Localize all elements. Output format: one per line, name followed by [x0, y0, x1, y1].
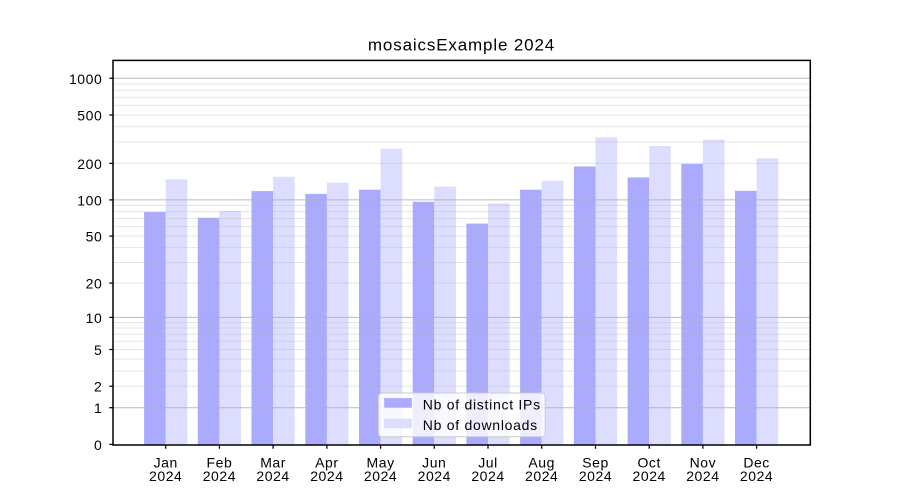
svg-text:mosaicsExample 2024: mosaicsExample 2024	[368, 36, 555, 55]
svg-text:2024: 2024	[633, 468, 666, 484]
svg-text:500: 500	[77, 108, 102, 124]
svg-text:2024: 2024	[471, 468, 504, 484]
svg-text:2024: 2024	[686, 468, 719, 484]
svg-text:2024: 2024	[256, 468, 289, 484]
svg-text:2024: 2024	[740, 468, 773, 484]
svg-text:0: 0	[94, 437, 102, 453]
svg-text:2: 2	[94, 379, 102, 395]
svg-text:2024: 2024	[579, 468, 612, 484]
svg-text:Jan: Jan	[154, 454, 178, 470]
svg-text:200: 200	[77, 156, 102, 172]
svg-text:Aug: Aug	[528, 454, 555, 470]
svg-text:Oct: Oct	[637, 454, 660, 470]
svg-text:10: 10	[86, 310, 103, 326]
svg-text:Jul: Jul	[478, 454, 498, 470]
svg-text:2024: 2024	[203, 468, 236, 484]
svg-text:Sep: Sep	[582, 454, 609, 470]
svg-text:1: 1	[94, 400, 102, 416]
svg-text:Dec: Dec	[743, 454, 770, 470]
svg-text:Mar: Mar	[260, 454, 286, 470]
svg-text:2024: 2024	[418, 468, 451, 484]
svg-text:May: May	[367, 454, 395, 470]
svg-text:Nb of downloads: Nb of downloads	[423, 417, 538, 433]
svg-text:1000: 1000	[69, 71, 102, 87]
svg-text:Nb of distinct IPs: Nb of distinct IPs	[423, 396, 541, 412]
svg-text:20: 20	[86, 276, 103, 292]
svg-text:Nov: Nov	[690, 454, 717, 470]
svg-text:Apr: Apr	[315, 454, 338, 470]
svg-text:Jun: Jun	[422, 454, 446, 470]
svg-text:Feb: Feb	[207, 454, 233, 470]
svg-text:2024: 2024	[364, 468, 397, 484]
svg-text:50: 50	[86, 229, 103, 245]
svg-text:100: 100	[77, 192, 102, 208]
svg-text:2024: 2024	[310, 468, 343, 484]
svg-text:2024: 2024	[149, 468, 182, 484]
svg-text:2024: 2024	[525, 468, 558, 484]
svg-text:5: 5	[94, 342, 102, 358]
